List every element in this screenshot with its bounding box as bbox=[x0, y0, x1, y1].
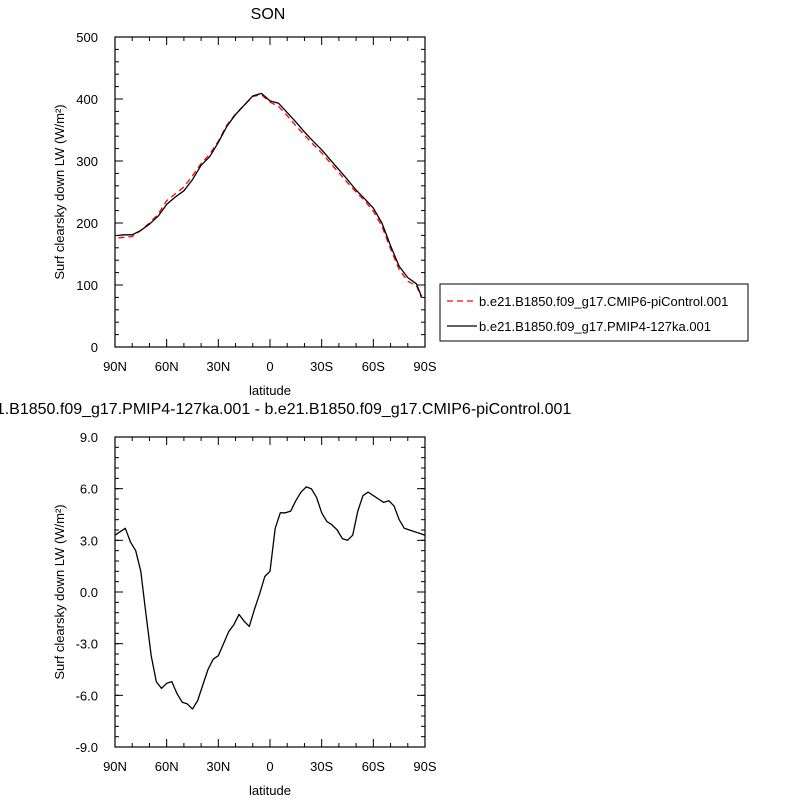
bottom-x-tick-label: 90N bbox=[103, 759, 127, 774]
top-x-tick-labels: 90N 60N 30N 0 30S 60S 90S bbox=[103, 359, 437, 374]
bottom-y-tick-label: 6.0 bbox=[80, 482, 98, 497]
bottom-series-line-0 bbox=[114, 486, 426, 710]
top-x-tick-label: 90S bbox=[413, 359, 436, 374]
bottom-x-tick-label: 60S bbox=[362, 759, 385, 774]
bottom-y-tick-label: 3.0 bbox=[80, 533, 98, 548]
legend-box bbox=[439, 283, 749, 342]
bottom-x-tick-label: 90S bbox=[413, 759, 436, 774]
bottom-series bbox=[114, 486, 426, 710]
bottom-y-tick-label: 9.0 bbox=[80, 430, 98, 445]
top-series-line-0 bbox=[118, 94, 423, 299]
legend: b.e21.B1850.f09_g17.CMIP6-piControl.001 … bbox=[439, 283, 749, 342]
top-x-tick-label: 0 bbox=[266, 359, 273, 374]
top-gridticks bbox=[114, 36, 426, 348]
top-x-tick-label: 30N bbox=[206, 359, 230, 374]
bottom-x-tick-label: 30S bbox=[310, 759, 333, 774]
bottom-title: b.e21.B1850.f09_g17.PMIP4-127ka.001 - b.… bbox=[0, 401, 571, 418]
bottom-y-tick-label: -6.0 bbox=[76, 688, 98, 703]
top-x-tick-label: 30S bbox=[310, 359, 333, 374]
legend-label-control: b.e21.B1850.f09_g17.CMIP6-piControl.001 bbox=[479, 294, 728, 309]
top-y-tick-label: 400 bbox=[76, 92, 98, 107]
bottom-gridticks bbox=[114, 436, 426, 748]
top-title: SON bbox=[251, 6, 286, 23]
bottom-x-axis-label: latitude bbox=[249, 783, 291, 798]
top-y-tick-label: 200 bbox=[76, 216, 98, 231]
top-y-axis-label: Surf clearsky down LW (W/m²) bbox=[52, 104, 67, 279]
bottom-x-tick-label: 30N bbox=[206, 759, 230, 774]
bottom-x-tick-labels: 90N 60N 30N 0 30S 60S 90S bbox=[103, 759, 437, 774]
bottom-x-tick-label: 60N bbox=[155, 759, 179, 774]
legend-label-127ka: b.e21.B1850.f09_g17.PMIP4-127ka.001 bbox=[479, 319, 711, 334]
top-y-tick-label: 100 bbox=[76, 278, 98, 293]
bottom-y-tick-label: -3.0 bbox=[76, 637, 98, 652]
bottom-plot-frame bbox=[114, 436, 426, 748]
top-y-tick-label: 300 bbox=[76, 154, 98, 169]
bottom-y-tick-labels: -9.0 -6.0 -3.0 0.0 3.0 6.0 9.0 bbox=[76, 430, 98, 755]
top-y-tick-labels: 0 100 200 300 400 500 bbox=[76, 30, 98, 355]
top-series bbox=[118, 92, 423, 299]
top-x-tick-label: 60N bbox=[155, 359, 179, 374]
top-series-line-1 bbox=[118, 92, 423, 298]
panel-top: SON 90N 60N 30N 0 30S 60S 90S 0 100 200 300 400 500… bbox=[52, 6, 749, 398]
bottom-y-tick-label: -9.0 bbox=[76, 740, 98, 755]
bottom-x-tick-label: 0 bbox=[266, 759, 273, 774]
top-y-tick-label: 0 bbox=[91, 340, 98, 355]
bottom-y-tick-label: 0.0 bbox=[80, 585, 98, 600]
panel-bottom: b.e21.B1850.f09_g17.PMIP4-127ka.001 - b.… bbox=[0, 401, 571, 798]
top-x-tick-label: 60S bbox=[362, 359, 385, 374]
top-x-tick-label: 90N bbox=[103, 359, 127, 374]
top-plot-frame bbox=[114, 36, 426, 348]
bottom-y-axis-label: Surf clearsky down LW (W/m²) bbox=[52, 504, 67, 679]
top-x-axis-label: latitude bbox=[249, 383, 291, 398]
top-y-tick-label: 500 bbox=[76, 30, 98, 45]
